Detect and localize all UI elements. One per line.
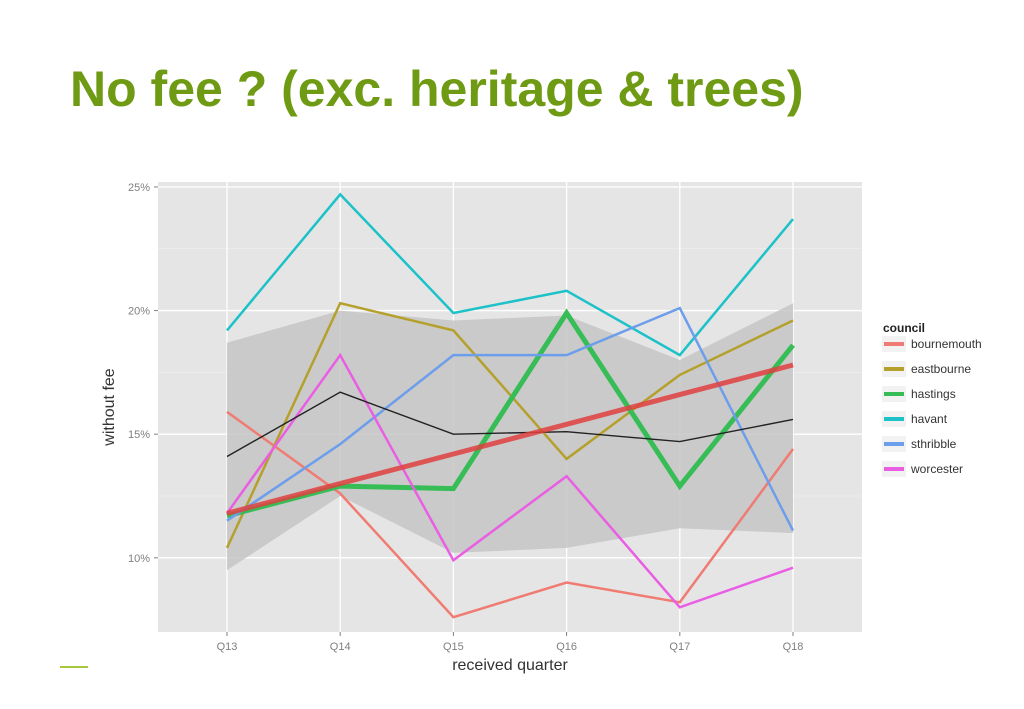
legend-label-havant: havant bbox=[911, 412, 948, 426]
x-tick-label: Q13 bbox=[217, 641, 238, 653]
series-line-eastbourne bbox=[225, 301, 794, 549]
legend-label-bournemouth: bournemouth bbox=[911, 337, 982, 351]
mean-line bbox=[226, 391, 794, 458]
y-tick-label: 25% bbox=[128, 182, 150, 194]
x-axis-title: received quarter bbox=[452, 657, 568, 674]
series-line-havant bbox=[226, 192, 794, 357]
y-tick-label: 10% bbox=[128, 553, 150, 565]
slide-title: No fee ? (exc. heritage & trees) bbox=[70, 61, 804, 117]
legend-title: council bbox=[883, 321, 925, 335]
legend-label-sthribble: sthribble bbox=[911, 437, 957, 451]
footer-rule bbox=[60, 666, 88, 668]
legend: council bournemouth eastbourne hastings hav… bbox=[882, 321, 982, 477]
x-tick-label: Q18 bbox=[783, 641, 804, 653]
series-line-worcester bbox=[225, 352, 794, 609]
x-axis-ticks: Q13 Q14 Q15 Q16 Q17 Q18 bbox=[217, 632, 804, 653]
legend-label-eastbourne: eastbourne bbox=[911, 362, 971, 376]
x-tick-label: Q14 bbox=[330, 641, 351, 653]
legend-label-hastings: hastings bbox=[911, 387, 956, 401]
trend-line bbox=[226, 362, 794, 516]
y-tick-label: 20% bbox=[128, 306, 150, 318]
y-axis-ticks: 10% 15% 20% 25% bbox=[128, 182, 158, 565]
series-line-sthribble bbox=[226, 306, 795, 532]
x-tick-label: Q15 bbox=[443, 641, 464, 653]
y-tick-label: 15% bbox=[128, 429, 150, 441]
x-tick-label: Q17 bbox=[669, 641, 690, 653]
series-line-bournemouth bbox=[226, 410, 795, 619]
legend-label-worcester: worcester bbox=[910, 462, 963, 476]
y-axis-title: without fee bbox=[101, 368, 118, 446]
x-tick-label: Q16 bbox=[556, 641, 577, 653]
